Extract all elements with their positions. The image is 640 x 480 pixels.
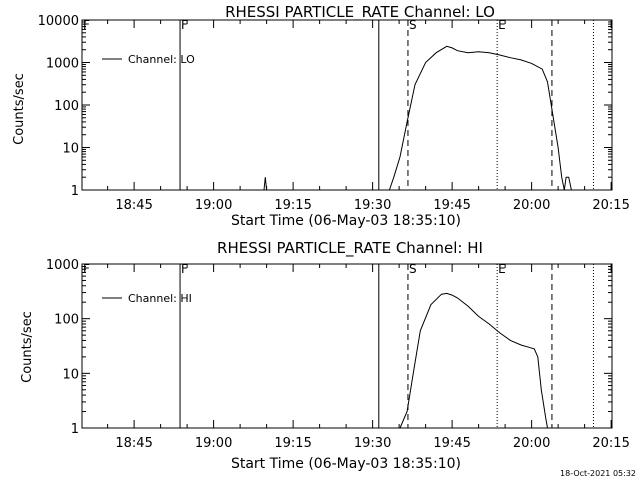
lo-x-tick-label: 20:00: [513, 198, 550, 213]
hi-x-tick-label: 19:15: [274, 436, 311, 451]
lo-x-tick-label: 19:30: [354, 198, 391, 213]
hi-legend-label: Channel: HI: [128, 292, 192, 305]
hi-x-tick-label: 19:30: [354, 436, 391, 451]
lo-y-tick-label: 100: [54, 99, 79, 114]
lo-y-tick-label: 10: [62, 142, 79, 157]
lo-marker-label: S: [409, 18, 417, 32]
lo-legend-label: Channel: LO: [128, 53, 195, 66]
hi-series-line: [399, 292, 548, 429]
hi-marker-label: F: [83, 262, 90, 276]
lo-marker-label: F: [181, 18, 188, 32]
hi-x-tick-label: 20:15: [592, 436, 629, 451]
hi-channel-panel: RHESSI PARTICLE_RATE Channel: HI 18:45 19…: [20, 239, 630, 472]
lo-series-line: [263, 45, 572, 191]
hi-marker-label: S: [409, 262, 417, 276]
hi-y-tick-label: 10: [62, 367, 79, 382]
lo-x-tick-label: 18:45: [115, 198, 152, 213]
hi-x-tick-label: 19:45: [433, 436, 470, 451]
hi-x-tick-label: 18:45: [115, 436, 152, 451]
hi-y-tick-label: 1000: [46, 258, 79, 273]
hi-chart-title: RHESSI PARTICLE_RATE Channel: HI: [217, 239, 483, 258]
lo-marker-label: E: [498, 18, 506, 32]
lo-x-tick-label: 19:15: [274, 198, 311, 213]
lo-y-tick-label: 1: [71, 184, 79, 199]
lo-marker-label: F: [83, 18, 90, 32]
hi-y-axis-label: Counts/sec: [20, 311, 35, 383]
lo-legend: Channel: LO: [102, 53, 195, 66]
lo-y-tick-label: 1000: [46, 57, 79, 72]
hi-y-tick-label: 100: [54, 313, 79, 328]
lo-x-tick-label: 20:15: [592, 198, 629, 213]
lo-channel-panel: RHESSI PARTICLE_RATE Channel: LO 18:45 19…: [12, 3, 630, 229]
lo-x-tick-label: 19:00: [195, 198, 232, 213]
hi-legend: Channel: HI: [102, 292, 192, 305]
hi-x-tick-label: 20:00: [513, 436, 550, 451]
lo-y-axis-label: Counts/sec: [12, 73, 27, 145]
lo-plot-marks: 18:45 19:00 19:15 19:30 19:45 20:00 20:15 1 10 10…: [38, 14, 630, 213]
hi-plot-marks: 18:45 19:00 19:15 19:30 19:45 20:00 20:15 1 10 10…: [46, 258, 630, 451]
lo-y-tick-label: 10000: [38, 14, 79, 29]
lo-x-tick-label: 19:45: [433, 198, 470, 213]
lo-chart-title: RHESSI PARTICLE_RATE Channel: LO: [225, 3, 495, 22]
hi-y-tick-label: 1: [71, 422, 79, 437]
generation-timestamp: 18-Oct-2021 05:32: [560, 469, 636, 478]
lo-x-axis-label: Start Time (06-May-03 18:35:10): [231, 213, 461, 229]
hi-x-axis-label: Start Time (06-May-03 18:35:10): [231, 456, 461, 472]
hi-marker-label: E: [498, 262, 506, 276]
hi-x-tick-label: 19:00: [195, 436, 232, 451]
hi-marker-label: F: [181, 262, 188, 276]
